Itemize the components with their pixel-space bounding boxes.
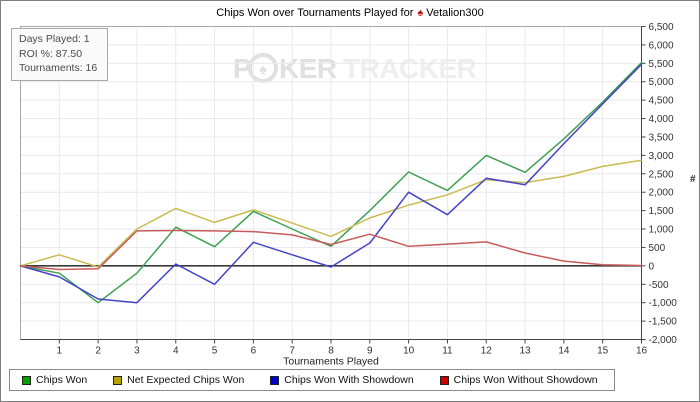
y-tick-label: 4,500 — [649, 96, 674, 107]
x-tick-label: 6 — [251, 346, 257, 357]
watermark-poker-chip-icon — [248, 53, 278, 83]
x-tick-label: 14 — [558, 346, 570, 357]
series-line-net-expected-chips-won — [19, 159, 643, 268]
y-tick-label: 3,500 — [649, 132, 674, 143]
y-tick-label: 5,000 — [649, 77, 674, 88]
legend-label: Chips Won With Showdown — [284, 374, 414, 386]
x-tick-label: 2 — [95, 346, 101, 357]
x-tick-label: 11 — [442, 346, 453, 357]
y-tick-label: 5,500 — [649, 59, 674, 70]
stat-roi: ROI %: 87.50 — [19, 47, 83, 60]
y-tick-label: -500 — [649, 280, 669, 291]
y-tick-label: 500 — [649, 243, 666, 254]
series-line-chips-won-with-showdown — [19, 63, 643, 304]
player-name: Vetalion300 — [426, 7, 484, 19]
y-tick-label: 0 — [649, 261, 655, 272]
y-tick-label: 4,000 — [649, 114, 674, 125]
legend-swatch-icon — [439, 375, 449, 385]
y-tick-label: -1,500 — [649, 317, 678, 328]
watermark-tracker-text: TRACKER — [343, 53, 477, 84]
x-tick-label: 15 — [597, 346, 609, 357]
watermark-ker-text: KER — [279, 53, 337, 84]
x-tick-label: 3 — [134, 346, 140, 357]
chart-legend: Chips Won Net Expected Chips Won Chips Won… — [9, 369, 615, 391]
series-line-chips-won — [19, 61, 643, 304]
legend-label: Chips Won Without Showdown — [453, 374, 598, 386]
legend-item-chips-won[interactable]: Chips Won — [22, 374, 87, 386]
x-tick-label: 16 — [636, 346, 648, 357]
stat-tournaments: Tournaments: 16 — [19, 62, 98, 74]
stats-summary-box: Days Played: 1 ROI %: 87.50 Tournaments:… — [11, 28, 109, 81]
watermark-spade-icon: ♠ — [259, 61, 267, 78]
y-tick-label: -1,000 — [649, 298, 678, 309]
chart-title: Chips Won over Tournaments Played for ♠ Ve… — [1, 7, 699, 19]
watermark-poker-text: P — [233, 53, 251, 84]
y-tick-label: 2,500 — [649, 169, 674, 180]
y-tick-label: -2,000 — [649, 335, 678, 346]
x-tick-label: 7 — [289, 346, 295, 357]
series-line-chips-won-without-showdown — [19, 229, 643, 271]
legend-swatch-icon — [270, 375, 280, 385]
legend-swatch-icon — [22, 375, 31, 385]
x-tick-label: 10 — [403, 346, 415, 357]
x-tick-label: 12 — [481, 346, 493, 357]
legend-label: Chips Won — [36, 374, 88, 386]
y-tick-label: 6,500 — [649, 22, 674, 33]
legend-item-chips-won-without-showdown[interactable]: Chips Won Without Showdown — [439, 374, 598, 386]
y-axis-title: # — [690, 174, 696, 185]
x-tick-label: 9 — [367, 346, 373, 357]
y-tick-label: 1,000 — [649, 225, 674, 236]
stat-days-played: Days Played: 1 — [19, 33, 90, 45]
legend-item-chips-won-with-showdown[interactable]: Chips Won With Showdown — [270, 374, 414, 386]
x-tick-label: 4 — [173, 346, 179, 357]
red-spade-icon: ♠ — [417, 7, 424, 19]
chart-title-text: Chips Won over Tournaments Played for — [216, 7, 414, 19]
y-tick-label: 3,000 — [649, 151, 674, 162]
x-tick-label: 5 — [212, 346, 218, 357]
x-axis-title: Tournaments Played — [283, 356, 379, 368]
y-tick-label: 6,000 — [649, 40, 674, 51]
x-tick-label: 8 — [328, 346, 334, 357]
x-tick-label: 1 — [57, 346, 63, 357]
legend-swatch-icon — [113, 375, 123, 385]
y-tick-label: 1,500 — [649, 206, 674, 217]
x-tick-label: 13 — [520, 346, 532, 357]
legend-label: Net Expected Chips Won — [127, 374, 245, 386]
legend-item-net-expected-chips-won[interactable]: Net Expected Chips Won — [113, 374, 244, 386]
y-tick-label: 2,000 — [649, 188, 674, 199]
